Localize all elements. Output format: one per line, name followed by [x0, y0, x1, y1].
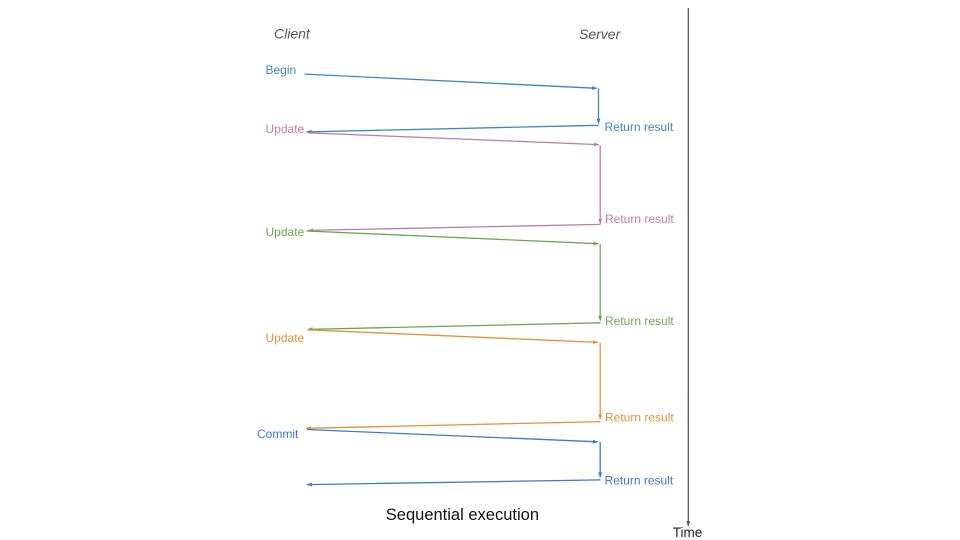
svg-text:Return result: Return result — [605, 411, 674, 425]
svg-text:Sequential execution: Sequential execution — [386, 506, 539, 524]
svg-text:Time: Time — [673, 525, 703, 540]
svg-text:Return result: Return result — [605, 120, 674, 134]
svg-text:Commit: Commit — [257, 427, 299, 441]
svg-text:Client: Client — [274, 26, 311, 42]
svg-text:Update: Update — [266, 122, 305, 136]
svg-text:Return result: Return result — [605, 212, 674, 226]
svg-text:Server: Server — [579, 26, 622, 42]
svg-text:Begin: Begin — [266, 63, 297, 77]
svg-text:Update: Update — [266, 225, 305, 239]
svg-text:Update: Update — [266, 331, 305, 345]
svg-text:Return result: Return result — [605, 474, 674, 488]
svg-text:Return result: Return result — [605, 314, 674, 328]
